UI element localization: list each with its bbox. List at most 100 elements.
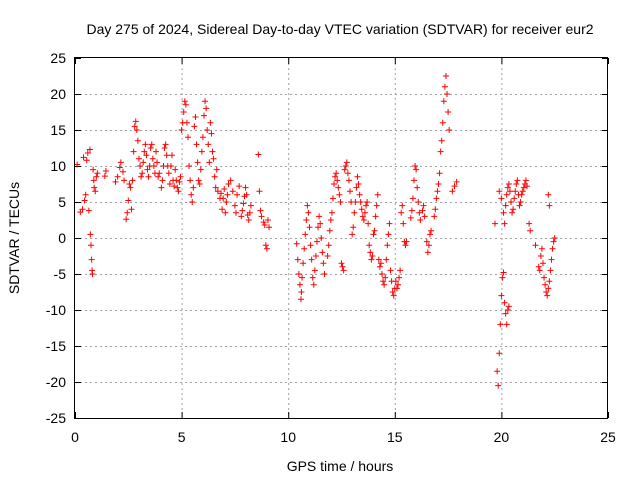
data-point bbox=[154, 159, 161, 166]
data-point bbox=[308, 256, 315, 263]
data-point bbox=[510, 206, 517, 213]
data-point bbox=[375, 256, 382, 263]
data-point bbox=[130, 148, 137, 155]
data-point bbox=[437, 148, 444, 155]
data-point bbox=[159, 177, 166, 184]
y-tick-label: 20 bbox=[50, 86, 66, 102]
data-point bbox=[227, 177, 234, 184]
data-point bbox=[335, 184, 342, 191]
data-point bbox=[84, 150, 91, 157]
data-point bbox=[188, 191, 195, 198]
data-point bbox=[225, 181, 232, 187]
data-point bbox=[371, 227, 378, 234]
data-point bbox=[497, 321, 504, 328]
data-point bbox=[356, 191, 363, 198]
data-point bbox=[332, 173, 339, 180]
data-point bbox=[357, 199, 364, 205]
data-point bbox=[546, 202, 553, 209]
data-point bbox=[207, 119, 214, 126]
data-point bbox=[318, 235, 325, 241]
data-point bbox=[266, 224, 273, 231]
data-point bbox=[402, 242, 409, 249]
data-point bbox=[180, 109, 187, 115]
data-point bbox=[339, 263, 346, 270]
data-point bbox=[390, 292, 397, 299]
data-point bbox=[369, 253, 376, 259]
data-point bbox=[112, 178, 119, 185]
data-point bbox=[324, 253, 331, 259]
data-point bbox=[242, 184, 249, 191]
data-point bbox=[377, 260, 384, 267]
data-point bbox=[499, 274, 506, 281]
data-point bbox=[163, 152, 170, 159]
data-point bbox=[340, 267, 347, 274]
data-point bbox=[453, 178, 460, 185]
data-point bbox=[178, 127, 185, 133]
data-point bbox=[523, 183, 530, 190]
data-point bbox=[440, 98, 447, 105]
data-point bbox=[89, 271, 96, 277]
data-point bbox=[432, 206, 439, 213]
data-point bbox=[511, 195, 518, 202]
data-point bbox=[302, 231, 309, 238]
x-tick-label: 20 bbox=[494, 429, 510, 445]
data-point bbox=[260, 219, 267, 226]
data-point bbox=[200, 112, 207, 119]
data-point bbox=[439, 119, 446, 126]
data-point bbox=[442, 73, 449, 79]
data-point bbox=[294, 256, 301, 263]
data-point bbox=[518, 191, 525, 198]
data-point bbox=[336, 191, 343, 198]
data-point bbox=[165, 170, 172, 177]
chart-title: Day 275 of 2024, Sidereal Day-to-day VTE… bbox=[86, 21, 593, 37]
data-point bbox=[86, 146, 93, 153]
data-point bbox=[119, 168, 126, 175]
data-point bbox=[306, 224, 313, 231]
data-point bbox=[514, 177, 521, 184]
data-point bbox=[498, 292, 505, 299]
data-point bbox=[219, 206, 226, 213]
data-point bbox=[513, 181, 520, 187]
data-point bbox=[87, 231, 94, 238]
data-point bbox=[424, 249, 431, 256]
data-point bbox=[262, 242, 269, 249]
y-tick-label: 10 bbox=[50, 158, 66, 174]
data-point bbox=[425, 242, 432, 249]
y-tick-label: -10 bbox=[46, 302, 66, 318]
data-point bbox=[141, 148, 148, 155]
data-point bbox=[372, 213, 379, 220]
data-point bbox=[352, 199, 359, 205]
y-tick-label: -15 bbox=[46, 338, 66, 354]
data-point bbox=[186, 163, 193, 169]
data-point bbox=[256, 188, 263, 195]
data-point bbox=[102, 168, 109, 175]
data-point bbox=[229, 188, 236, 195]
data-point bbox=[116, 164, 123, 171]
data-point bbox=[539, 260, 546, 267]
data-point bbox=[338, 260, 345, 267]
data-point bbox=[444, 91, 451, 97]
data-point bbox=[83, 157, 90, 164]
data-point bbox=[387, 267, 394, 274]
tick-layer: 0 5 10 15 20 25 -25 -20 -15 -10 -5 0 5 10 15 20 25 bbox=[46, 50, 616, 445]
data-point bbox=[409, 195, 416, 202]
data-point bbox=[366, 242, 373, 249]
data-point bbox=[167, 163, 174, 169]
data-point bbox=[365, 220, 372, 227]
data-point bbox=[263, 245, 270, 252]
data-point bbox=[421, 213, 428, 220]
data-point bbox=[245, 217, 252, 223]
data-point bbox=[436, 170, 443, 177]
data-point bbox=[547, 267, 554, 274]
data-point bbox=[503, 191, 510, 198]
data-point bbox=[192, 114, 199, 121]
y-tick-label: -25 bbox=[46, 410, 66, 426]
data-point bbox=[240, 200, 247, 207]
data-point bbox=[80, 154, 87, 161]
data-point bbox=[221, 186, 228, 193]
data-point bbox=[148, 141, 155, 148]
data-point bbox=[549, 245, 556, 252]
data-point bbox=[381, 281, 388, 288]
data-point bbox=[264, 217, 271, 223]
